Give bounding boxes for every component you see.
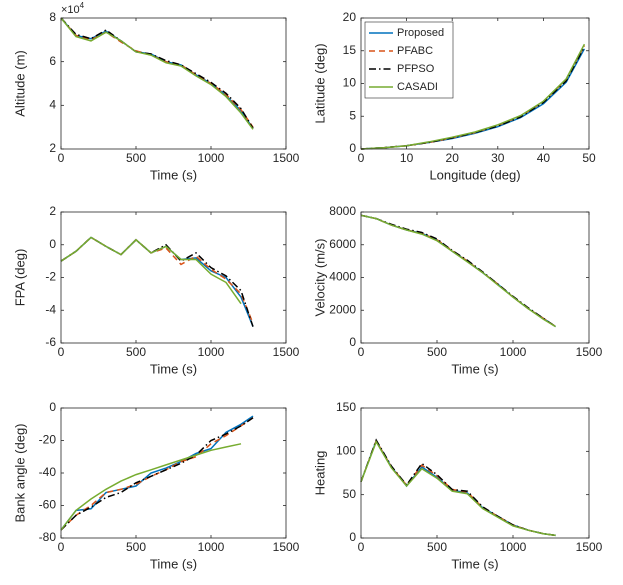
y-axis-label: Velocity (m/s)	[312, 238, 327, 316]
x-tick-label: 0	[58, 345, 65, 359]
legend-label: PFPSO	[397, 63, 435, 75]
legend-box	[364, 21, 454, 99]
y-tick-label: 2000	[329, 302, 356, 316]
y-exponent: ×104	[61, 1, 85, 16]
y-tick-label: 5	[349, 108, 356, 122]
exponent-base: ×10	[61, 4, 80, 16]
y-axis-label: Altitude (m)	[12, 50, 27, 116]
series-line	[360, 440, 556, 537]
y-tick-label: 10	[343, 76, 357, 90]
y-tick-label: 4	[49, 98, 56, 112]
x-tick-label: 20	[446, 151, 460, 165]
legend-label: Proposed	[397, 27, 444, 39]
y-tick-label: 0	[349, 141, 356, 155]
plot-area	[61, 408, 286, 538]
y-tick-label: 50	[343, 487, 357, 501]
x-tick-label: 500	[427, 345, 447, 359]
y-axis-label: Latitude (deg)	[312, 43, 327, 123]
x-tick-label: 0	[358, 540, 365, 554]
y-tick-label: 15	[343, 43, 357, 57]
panel: 0 500 1000 1500 0 2000 4000 6000 8000 Time (s) Vel…	[312, 204, 602, 376]
series-line	[60, 236, 242, 305]
x-tick-label: 1500	[576, 540, 603, 554]
x-axis-label: Longitude (deg)	[429, 167, 520, 182]
x-tick-label: 0	[58, 540, 65, 554]
y-tick-label: 8000	[329, 204, 356, 218]
panel: 0 500 1000 1500 0 50 100 150 Time (s) Heating	[312, 400, 602, 571]
y-tick-label: 100	[336, 444, 356, 458]
x-tick-label: 40	[537, 151, 551, 165]
x-tick-label: 10	[400, 151, 414, 165]
series-line	[60, 443, 242, 531]
y-tick-label: -60	[39, 498, 57, 512]
x-tick-label: 1000	[198, 540, 225, 554]
x-tick-label: 1500	[273, 345, 300, 359]
series-line	[360, 214, 556, 328]
y-axis-label: Bank angle (deg)	[12, 423, 27, 522]
y-tick-label: -80	[39, 530, 57, 544]
y-tick-label: -2	[45, 270, 56, 284]
y-tick-label: 150	[336, 400, 356, 414]
series-line	[60, 17, 254, 129]
x-axis-label: Time (s)	[150, 556, 197, 571]
x-tick-label: 500	[427, 540, 447, 554]
x-tick-label: 1000	[198, 345, 225, 359]
axes-box	[60, 17, 287, 150]
axes-box	[360, 407, 590, 539]
y-tick-label: -20	[39, 433, 57, 447]
series-line	[60, 417, 254, 531]
x-axis-label: Time (s)	[451, 361, 498, 376]
y-tick-label: 20	[343, 10, 357, 24]
y-tick-label: 0	[49, 237, 56, 251]
series-line	[360, 43, 586, 150]
y-axis-label: Heating	[312, 451, 327, 496]
plot-area	[61, 212, 286, 343]
x-axis-label: Time (s)	[451, 556, 498, 571]
y-tick-label: 4000	[329, 270, 356, 284]
legend-label: PFABC	[397, 45, 433, 57]
panel: 0 500 1000 1500 -80 -60 -40 -20 0 Time (s) Bank an…	[12, 400, 299, 571]
y-tick-label: 0	[349, 335, 356, 349]
series-line	[60, 417, 254, 531]
y-tick-label: 2	[49, 141, 56, 155]
x-tick-label: 500	[126, 540, 146, 554]
x-tick-label: 500	[126, 151, 146, 165]
y-tick-label: -40	[39, 465, 57, 479]
x-tick-label: 1500	[273, 151, 300, 165]
series-line	[60, 17, 254, 130]
x-tick-label: 500	[126, 345, 146, 359]
x-tick-label: 0	[58, 151, 65, 165]
y-tick-label: 2	[49, 204, 56, 218]
panel: 0 500 1000 1500 -6 -4 -2 0 2 Time (s) FPA (deg)	[12, 204, 299, 376]
y-tick-label: 6	[49, 54, 56, 68]
x-tick-label: 50	[582, 151, 596, 165]
x-axis-label: Time (s)	[150, 167, 197, 182]
x-tick-label: 1500	[576, 345, 603, 359]
y-tick-label: -4	[45, 302, 56, 316]
x-axis-label: Time (s)	[150, 361, 197, 376]
legend-label: CASADI	[397, 81, 438, 93]
y-tick-label: 8	[49, 10, 56, 24]
plot-area	[61, 18, 286, 149]
plot-area	[361, 212, 589, 343]
x-tick-label: 1000	[500, 540, 527, 554]
x-tick-label: 0	[358, 151, 365, 165]
panel: 0 10 20 30 40 50 0 5 10 15 20 Longitude (deg) Latitu…	[312, 10, 596, 182]
y-tick-label: 6000	[329, 237, 356, 251]
y-axis-label: FPA (deg)	[12, 249, 27, 307]
exponent-power: 4	[80, 1, 85, 10]
y-tick-label: 0	[349, 530, 356, 544]
x-tick-label: 1000	[198, 151, 225, 165]
x-tick-label: 1000	[500, 345, 527, 359]
y-tick-label: -6	[45, 335, 56, 349]
plot-area	[361, 408, 589, 538]
y-tick-label: 0	[49, 400, 56, 414]
x-tick-label: 1500	[273, 540, 300, 554]
x-tick-label: 0	[358, 345, 365, 359]
x-tick-label: 30	[491, 151, 505, 165]
